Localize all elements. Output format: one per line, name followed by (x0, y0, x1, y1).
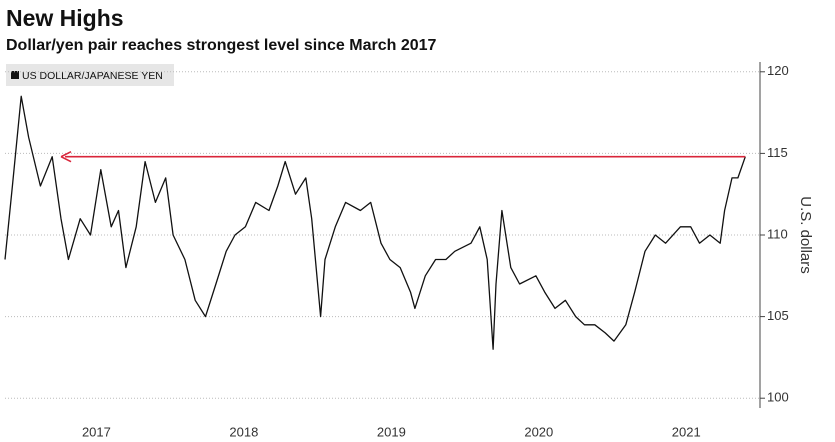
y-tick-label: 100 (767, 390, 789, 405)
y-tick-label: 110 (767, 226, 788, 241)
legend-box (6, 64, 174, 86)
y-tick-label: 105 (767, 308, 789, 323)
y-tick-label: 115 (767, 145, 788, 160)
y-axis-label: U.S. dollars (797, 196, 814, 274)
legend-swatch (11, 71, 19, 79)
x-tick-label: 2021 (672, 424, 701, 439)
chart-title: New Highs (6, 5, 124, 31)
price-line (4, 95, 746, 350)
y-tick-label: 120 (767, 63, 789, 78)
reference-arrowhead (60, 150, 72, 163)
x-tick-label: 2017 (82, 424, 111, 439)
chart-subtitle: Dollar/yen pair reaches strongest level … (6, 37, 437, 54)
x-tick-label: 2018 (229, 424, 258, 439)
x-tick-label: 2019 (377, 424, 406, 439)
legend-label: US DOLLAR/JAPANESE YEN (22, 70, 163, 82)
x-tick-label: 2020 (524, 424, 553, 439)
